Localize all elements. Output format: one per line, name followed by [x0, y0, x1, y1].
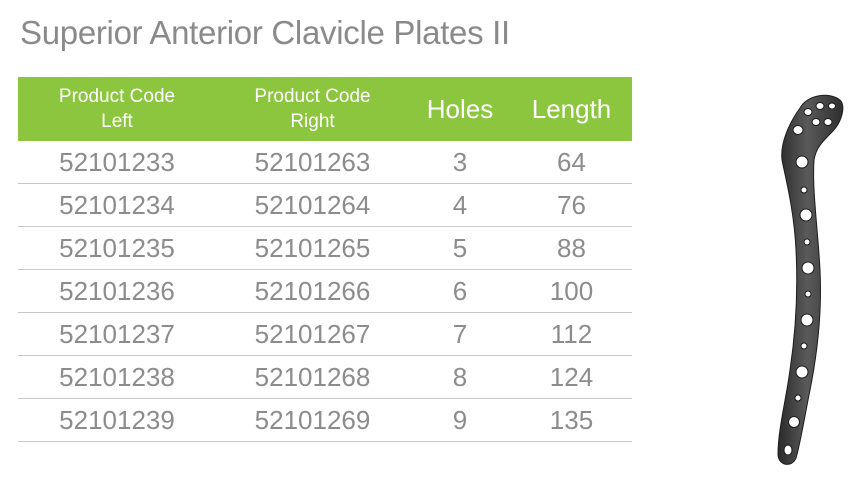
cell-code-left: 52101239	[18, 398, 216, 442]
header-left-line-1: Product Code	[58, 86, 176, 107]
product-table: Product Code Left Product Code Right Hol…	[18, 77, 632, 442]
table-header-row: Product Code Left Product Code Right Hol…	[18, 77, 632, 141]
header-left-line-2: Left	[101, 111, 133, 132]
cell-code-right: 52101264	[216, 183, 409, 227]
cell-holes: 9	[409, 398, 511, 442]
cell-code-left: 52101238	[18, 355, 216, 399]
cell-length: 64	[511, 141, 632, 184]
cell-holes: 8	[409, 355, 511, 399]
header-product-code-left: Product Code Left	[18, 77, 216, 141]
cell-length: 112	[511, 312, 632, 356]
cell-code-left: 52101237	[18, 312, 216, 356]
header-length: Length	[511, 77, 632, 141]
cell-code-right: 52101266	[216, 269, 409, 313]
cell-code-right: 52101268	[216, 355, 409, 399]
table-row: 52101236 52101266 6 100	[18, 269, 632, 313]
cell-code-right: 52101263	[216, 141, 409, 184]
cell-length: 100	[511, 269, 632, 313]
header-right-line-2: Right	[290, 111, 335, 132]
cell-code-left: 52101236	[18, 269, 216, 313]
plate-holes	[783, 102, 836, 456]
cell-code-right: 52101267	[216, 312, 409, 356]
cell-length: 76	[511, 183, 632, 227]
cell-holes: 4	[409, 183, 511, 227]
cell-code-left: 52101233	[18, 141, 216, 184]
header-right-line-1: Product Code	[254, 86, 371, 107]
page-title: Superior Anterior Clavicle Plates II	[20, 14, 510, 51]
table-row: 52101233 52101263 3 64	[18, 141, 632, 184]
header-product-code-right: Product Code Right	[216, 77, 409, 141]
cell-length: 124	[511, 355, 632, 399]
cell-holes: 5	[409, 226, 511, 270]
table-row: 52101237 52101267 7 112	[18, 312, 632, 356]
table-row: 52101238 52101268 8 124	[18, 355, 632, 399]
cell-code-left: 52101235	[18, 226, 216, 270]
table-row: 52101235 52101265 5 88	[18, 226, 632, 270]
cell-holes: 6	[409, 269, 511, 313]
cell-holes: 3	[409, 141, 511, 184]
cell-code-right: 52101269	[216, 398, 409, 442]
cell-code-right: 52101265	[216, 226, 409, 270]
cell-length: 88	[511, 226, 632, 270]
plate-body	[777, 94, 844, 465]
table-row: 52101234 52101264 4 76	[18, 183, 632, 227]
clavicle-plate-illustration	[777, 94, 844, 465]
table-row: 52101239 52101269 9 135	[18, 398, 632, 442]
cell-holes: 7	[409, 312, 511, 356]
cell-code-left: 52101234	[18, 183, 216, 227]
cell-length: 135	[511, 398, 632, 442]
header-holes: Holes	[409, 77, 511, 141]
